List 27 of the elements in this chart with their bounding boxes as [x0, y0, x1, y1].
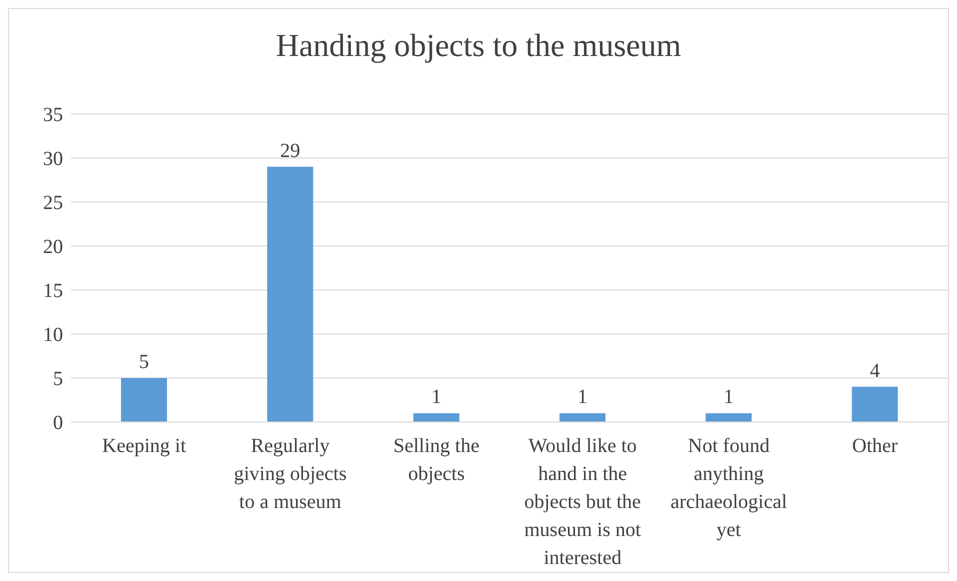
x-tick-label: Would like to hand in the objects but the museum is not interested	[524, 435, 642, 569]
x-tick-label: Selling the objects	[393, 435, 480, 485]
bar	[121, 378, 167, 422]
chart-title: Handing objects to the museum	[274, 27, 682, 64]
x-tick-label: Regularly giving objects to a museum	[234, 435, 347, 513]
y-tick-label: 20	[43, 236, 63, 258]
data-label: 1	[431, 386, 442, 408]
y-tick-label: 30	[43, 148, 63, 170]
x-tick-label: Not found anything archaeological yet	[670, 435, 788, 541]
data-label: 5	[139, 351, 149, 373]
x-tick-label: Other	[852, 435, 898, 457]
bar	[852, 386, 898, 422]
data-label: 29	[280, 140, 300, 162]
bar	[560, 413, 606, 422]
data-label: 4	[870, 360, 880, 382]
y-tick-label: 0	[53, 412, 63, 434]
data-label: 1	[578, 386, 588, 408]
data-label: 1	[724, 386, 734, 408]
x-tick-label: Keeping it	[102, 435, 186, 457]
y-tick-label: 5	[53, 368, 63, 390]
bar	[706, 413, 752, 422]
y-tick-label: 35	[43, 104, 63, 126]
bar	[267, 166, 314, 422]
y-tick-label: 10	[43, 324, 63, 346]
y-tick-label: 15	[43, 280, 63, 302]
y-tick-label: 25	[43, 192, 63, 214]
bar	[413, 413, 460, 422]
